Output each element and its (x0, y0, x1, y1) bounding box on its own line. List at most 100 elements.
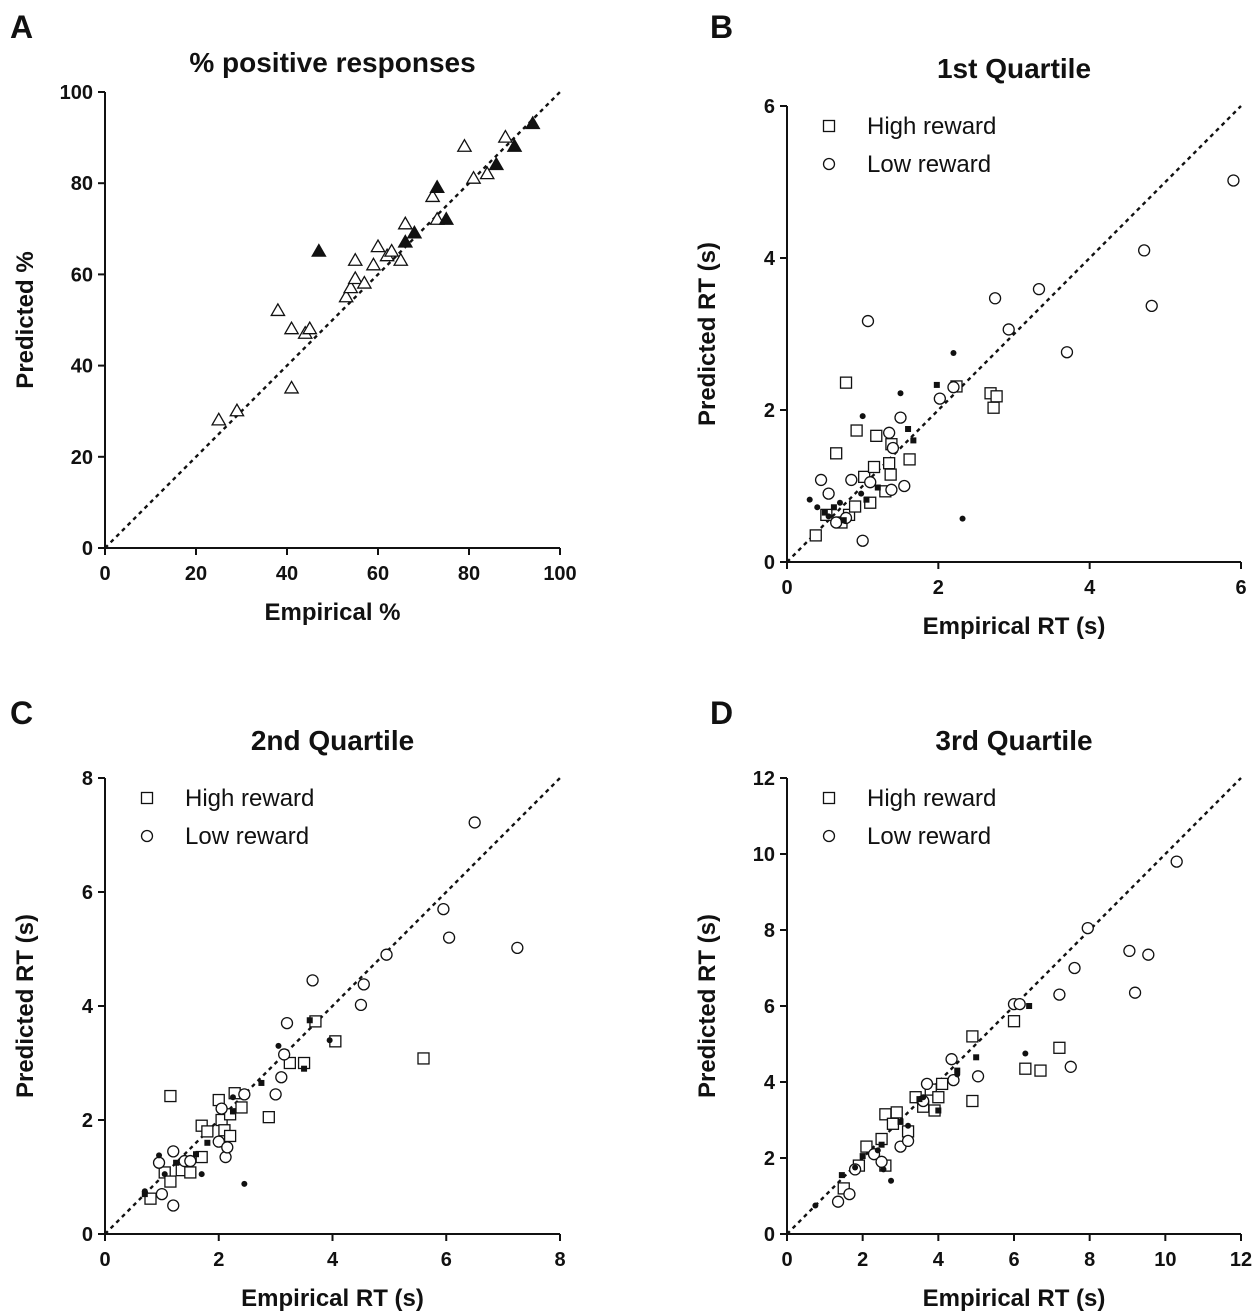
data-point (888, 1177, 895, 1184)
data-point (932, 1091, 945, 1104)
data-point (429, 211, 445, 225)
data-point (933, 392, 946, 405)
y-tick-label: 6 (764, 96, 775, 118)
data-point (856, 534, 869, 547)
identity-line (786, 105, 1242, 563)
data-point (278, 1048, 291, 1061)
data-point (959, 515, 966, 522)
x-axis-label: Empirical RT (s) (923, 1285, 1106, 1312)
data-point (488, 156, 505, 171)
data-point (164, 1089, 177, 1103)
data-point (863, 496, 870, 503)
data-point (354, 998, 368, 1012)
data-point (848, 500, 862, 513)
data-point (954, 1067, 961, 1074)
data-point (830, 504, 837, 511)
data-point (870, 429, 883, 442)
data-point (306, 974, 319, 987)
x-axis-label: Empirical % (264, 599, 400, 626)
panel-c: C 2nd Quartile 0 2 4 6 8 0 2 4 6 8 Empirical RT (s) P… (10, 695, 566, 1312)
x-tick-label: 20 (185, 563, 207, 585)
x-tick-label: 4 (327, 1249, 339, 1271)
data-point (437, 902, 450, 916)
data-point (280, 1016, 294, 1030)
data-point (283, 1056, 296, 1070)
panel-letter: D (710, 695, 733, 731)
data-point (1026, 1003, 1033, 1009)
data-point (884, 468, 897, 481)
data-point (910, 437, 917, 444)
data-point (215, 1102, 228, 1115)
data-point (193, 1151, 199, 1158)
data-point (903, 453, 916, 466)
legend-label: Low reward (867, 823, 991, 850)
y-tick-label: 0 (82, 1224, 93, 1246)
data-point (397, 215, 414, 230)
data-point (814, 504, 821, 511)
data-point (212, 1135, 225, 1148)
data-point (886, 441, 900, 455)
x-tick-label: 60 (367, 563, 389, 585)
data-point (173, 1159, 180, 1166)
y-tick-label: 0 (764, 1224, 775, 1246)
y-axis-label: Predicted RT (s) (694, 914, 721, 1098)
data-point (860, 1140, 873, 1153)
x-tick-label: 6 (1008, 1249, 1019, 1271)
data-point (966, 1094, 979, 1108)
data-point (838, 1172, 845, 1179)
identity-line (104, 91, 561, 549)
data-point (311, 243, 327, 257)
data-point (850, 424, 863, 437)
data-point (201, 1125, 214, 1138)
y-tick-label: 4 (764, 1072, 776, 1094)
legend-marker (140, 791, 154, 805)
data-point (506, 138, 523, 152)
legend-label: High reward (867, 113, 996, 140)
x-tick-label: 2 (933, 577, 944, 599)
data-point (809, 529, 822, 542)
data-point (1145, 299, 1158, 313)
data-point (839, 376, 853, 389)
data-point (1081, 921, 1094, 935)
data-point (347, 252, 364, 266)
data-point (1227, 174, 1240, 187)
data-point (935, 1077, 949, 1091)
data-point (283, 320, 300, 335)
data-point (229, 402, 245, 417)
y-tick-label: 0 (764, 552, 775, 574)
data-point (235, 1101, 248, 1114)
chart-title: % positive responses (189, 47, 475, 78)
panel-letter: A (10, 9, 33, 45)
data-point (840, 517, 847, 524)
data-point (238, 1088, 251, 1101)
data-point (1002, 323, 1015, 336)
data-point (161, 1171, 168, 1178)
data-point (306, 1017, 313, 1024)
data-point (878, 1141, 885, 1148)
y-tick-label: 40 (71, 356, 93, 378)
data-point (894, 411, 907, 424)
data-point (954, 1071, 961, 1078)
data-point (867, 460, 881, 474)
data-point (836, 499, 843, 506)
data-point (141, 1188, 148, 1195)
data-point (223, 1129, 237, 1143)
data-point (301, 320, 318, 335)
y-tick-label: 6 (82, 882, 93, 904)
y-tick-label: 4 (82, 996, 94, 1018)
data-point (258, 1079, 265, 1086)
data-point (479, 165, 495, 180)
chart-title: 3rd Quartile (935, 725, 1092, 756)
data-point (945, 1053, 958, 1066)
data-point (342, 279, 359, 294)
data-point (880, 1166, 887, 1173)
data-point (184, 1166, 197, 1179)
data-point (947, 381, 960, 394)
data-point (424, 188, 441, 203)
data-point (1142, 948, 1155, 961)
data-point (885, 483, 898, 496)
y-tick-label: 8 (764, 920, 775, 942)
y-tick-label: 4 (764, 248, 776, 270)
data-point (356, 275, 373, 289)
legend-label: Low reward (185, 823, 309, 850)
